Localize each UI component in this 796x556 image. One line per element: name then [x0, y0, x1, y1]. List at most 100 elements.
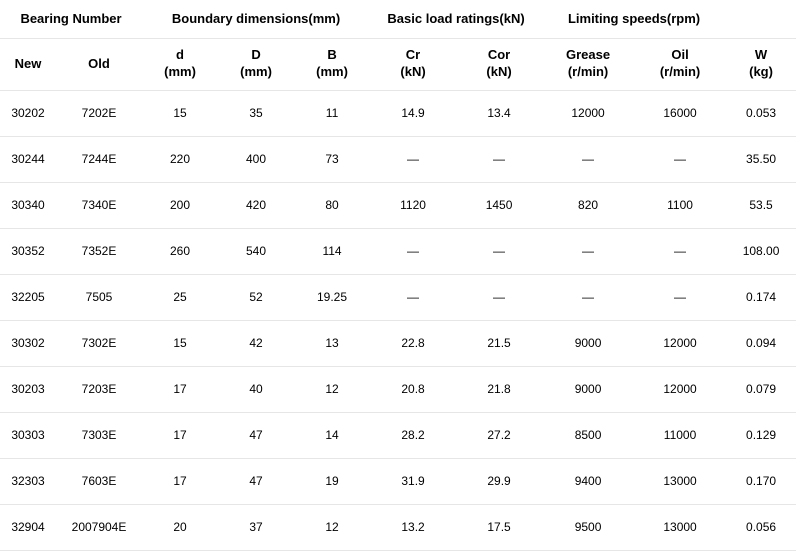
table-row: 303027302E15421322.821.59000120000.094 [0, 320, 796, 366]
cell-new: 30352 [0, 228, 56, 274]
cell-cr: 14.9 [370, 90, 456, 136]
group-bearing: Bearing Number [0, 0, 142, 38]
cell-old: 7244E [56, 136, 142, 182]
cell-d: 25 [142, 274, 218, 320]
cell-B: 12 [294, 366, 370, 412]
cell-w: 0.174 [726, 274, 796, 320]
cell-D: 37 [218, 504, 294, 550]
cell-oil: — [634, 274, 726, 320]
cell-cor: 21.8 [456, 366, 542, 412]
cell-oil: 12000 [634, 320, 726, 366]
cell-d: 17 [142, 366, 218, 412]
cell-old: 7340E [56, 182, 142, 228]
bearing-table: Bearing Number Boundary dimensions(mm) B… [0, 0, 796, 551]
cell-oil: — [634, 228, 726, 274]
sub-header-row: New Old d(mm) D(mm) B(mm) Cr(kN) Cor(kN)… [0, 38, 796, 90]
cell-new: 30202 [0, 90, 56, 136]
cell-w: 0.129 [726, 412, 796, 458]
cell-cr: — [370, 228, 456, 274]
cell-grease: 820 [542, 182, 634, 228]
cell-grease: 12000 [542, 90, 634, 136]
cell-d: 17 [142, 412, 218, 458]
cell-B: 19.25 [294, 274, 370, 320]
cell-d: 15 [142, 90, 218, 136]
cell-B: 73 [294, 136, 370, 182]
cell-w: 53.5 [726, 182, 796, 228]
group-blank [726, 0, 796, 38]
cell-w: 0.056 [726, 504, 796, 550]
cell-d: 15 [142, 320, 218, 366]
cell-cor: — [456, 274, 542, 320]
cell-w: 0.079 [726, 366, 796, 412]
cell-B: 11 [294, 90, 370, 136]
cell-cr: 13.2 [370, 504, 456, 550]
cell-cr: 31.9 [370, 458, 456, 504]
cell-oil: 13000 [634, 458, 726, 504]
cell-oil: — [634, 136, 726, 182]
cell-D: 47 [218, 458, 294, 504]
cell-oil: 11000 [634, 412, 726, 458]
cell-w: 108.00 [726, 228, 796, 274]
table-row: 323037603E17471931.929.99400130000.170 [0, 458, 796, 504]
cell-w: 0.094 [726, 320, 796, 366]
col-new: New [0, 38, 56, 90]
cell-new: 32904 [0, 504, 56, 550]
cell-new: 32205 [0, 274, 56, 320]
group-header-row: Bearing Number Boundary dimensions(mm) B… [0, 0, 796, 38]
cell-old: 2007904E [56, 504, 142, 550]
cell-grease: 9000 [542, 320, 634, 366]
cell-D: 400 [218, 136, 294, 182]
cell-old: 7203E [56, 366, 142, 412]
table-row: 303527352E260540114————108.00 [0, 228, 796, 274]
cell-cr: — [370, 136, 456, 182]
cell-grease: 9000 [542, 366, 634, 412]
table-row: 302447244E22040073————35.50 [0, 136, 796, 182]
cell-grease: 8500 [542, 412, 634, 458]
cell-grease: — [542, 228, 634, 274]
cell-D: 35 [218, 90, 294, 136]
table-header: Bearing Number Boundary dimensions(mm) B… [0, 0, 796, 90]
col-oil: Oil(r/min) [634, 38, 726, 90]
col-grease: Grease(r/min) [542, 38, 634, 90]
cell-w: 0.053 [726, 90, 796, 136]
cell-B: 12 [294, 504, 370, 550]
cell-w: 0.170 [726, 458, 796, 504]
cell-D: 47 [218, 412, 294, 458]
cell-old: 7303E [56, 412, 142, 458]
table-row: 329042007904E20371213.217.59500130000.05… [0, 504, 796, 550]
cell-d: 220 [142, 136, 218, 182]
cell-new: 30303 [0, 412, 56, 458]
col-cr: Cr(kN) [370, 38, 456, 90]
cell-cr: 22.8 [370, 320, 456, 366]
cell-old: 7603E [56, 458, 142, 504]
cell-D: 42 [218, 320, 294, 366]
cell-cor: 29.9 [456, 458, 542, 504]
cell-d: 260 [142, 228, 218, 274]
cell-old: 7505 [56, 274, 142, 320]
cell-cr: 28.2 [370, 412, 456, 458]
table-row: 302037203E17401220.821.89000120000.079 [0, 366, 796, 412]
col-d: d(mm) [142, 38, 218, 90]
cell-old: 7202E [56, 90, 142, 136]
cell-D: 52 [218, 274, 294, 320]
cell-cor: 1450 [456, 182, 542, 228]
cell-B: 14 [294, 412, 370, 458]
cell-cr: 20.8 [370, 366, 456, 412]
group-load: Basic load ratings(kN) [370, 0, 542, 38]
cell-cor: — [456, 228, 542, 274]
cell-B: 13 [294, 320, 370, 366]
cell-B: 80 [294, 182, 370, 228]
cell-d: 17 [142, 458, 218, 504]
cell-grease: — [542, 136, 634, 182]
table-row: 303407340E2004208011201450820110053.5 [0, 182, 796, 228]
group-boundary: Boundary dimensions(mm) [142, 0, 370, 38]
cell-new: 32303 [0, 458, 56, 504]
cell-cor: 21.5 [456, 320, 542, 366]
cell-old: 7352E [56, 228, 142, 274]
cell-new: 30340 [0, 182, 56, 228]
col-cor: Cor(kN) [456, 38, 542, 90]
cell-new: 30302 [0, 320, 56, 366]
cell-cor: — [456, 136, 542, 182]
table-row: 302027202E15351114.913.412000160000.053 [0, 90, 796, 136]
cell-d: 20 [142, 504, 218, 550]
